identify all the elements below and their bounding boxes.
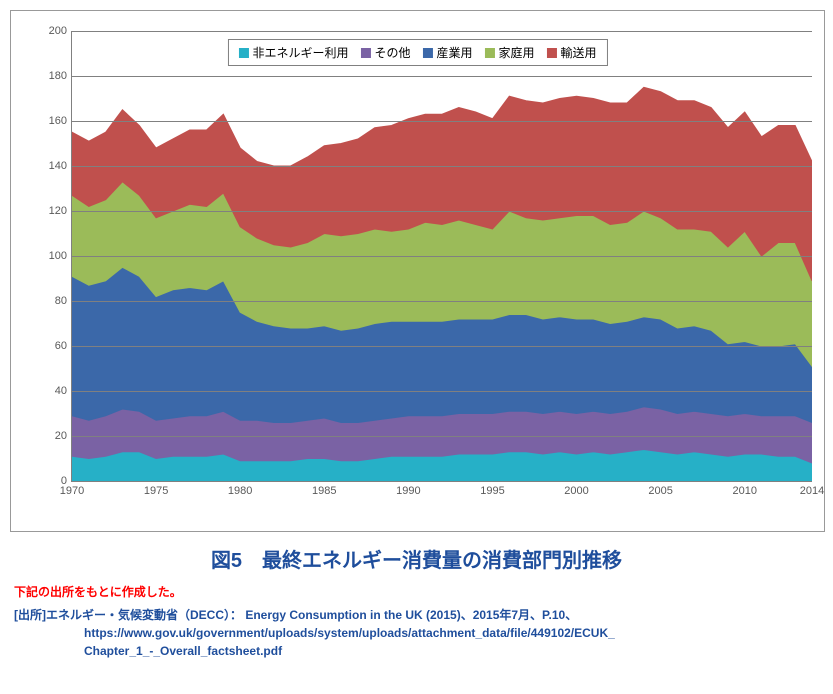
gridline (72, 211, 812, 212)
gridline (72, 436, 812, 437)
source-detail: [出所]エネルギー・気候変動省（DECC）： Energy Consumptio… (10, 606, 823, 660)
source-line1: エネルギー・気候変動省（DECC）： Energy Consumption in… (46, 608, 577, 622)
x-tick-label: 1980 (228, 485, 252, 497)
source-line3: Chapter_1_-_Overall_factsheet.pdf (14, 642, 823, 660)
x-tick-label: 1990 (396, 485, 420, 497)
legend-swatch (360, 48, 370, 58)
x-tick-label: 1970 (60, 485, 84, 497)
legend-label: 非エネルギー利用 (252, 44, 348, 61)
legend-swatch (485, 48, 495, 58)
source-note: 下記の出所をもとに作成した。 (10, 583, 823, 600)
gridline (72, 301, 812, 302)
legend-item: 輸送用 (547, 44, 597, 61)
legend-item: 非エネルギー利用 (238, 44, 348, 61)
y-tick-label: 180 (49, 70, 67, 82)
legend-item: その他 (360, 44, 410, 61)
legend-label: その他 (374, 44, 410, 61)
y-tick-label: 120 (49, 205, 67, 217)
x-tick-label: 2005 (648, 485, 672, 497)
x-tick-label: 1985 (312, 485, 336, 497)
legend-label: 産業用 (436, 44, 472, 61)
gridline (72, 256, 812, 257)
x-tick-label: 1995 (480, 485, 504, 497)
x-tick-label: 2014 (800, 485, 824, 497)
gridline (72, 166, 812, 167)
chart-container: 最終エネルギー消費量（Mtoe） 非エネルギー利用その他産業用家庭用輸送用 02… (10, 10, 825, 532)
legend-swatch (238, 48, 248, 58)
y-tick-label: 160 (49, 115, 67, 127)
y-tick-label: 200 (49, 25, 67, 37)
y-tick-label: 60 (55, 340, 67, 352)
y-tick-label: 140 (49, 160, 67, 172)
legend: 非エネルギー利用 その他 産業用 家庭用 輸送用 (227, 39, 607, 66)
gridline (72, 121, 812, 122)
x-tick-label: 1975 (144, 485, 168, 497)
legend-swatch (422, 48, 432, 58)
y-tick-label: 100 (49, 250, 67, 262)
legend-label: 家庭用 (499, 44, 535, 61)
figure-title: 図5 最終エネルギー消費量の消費部門別推移 (10, 544, 823, 573)
source-label: [出所] (14, 608, 46, 622)
gridline (72, 391, 812, 392)
legend-swatch (547, 48, 557, 58)
x-tick-label: 2000 (564, 485, 588, 497)
source-line2: https://www.gov.uk/government/uploads/sy… (14, 624, 823, 642)
gridline (72, 346, 812, 347)
legend-item: 家庭用 (485, 44, 535, 61)
gridline (72, 31, 812, 32)
y-tick-label: 40 (55, 385, 67, 397)
legend-item: 産業用 (422, 44, 472, 61)
y-tick-label: 80 (55, 295, 67, 307)
y-tick-label: 20 (55, 430, 67, 442)
legend-label: 輸送用 (561, 44, 597, 61)
gridline (72, 76, 812, 77)
x-tick-label: 2010 (732, 485, 756, 497)
plot-area: 0204060801001201401601802001970197519801… (71, 31, 812, 482)
